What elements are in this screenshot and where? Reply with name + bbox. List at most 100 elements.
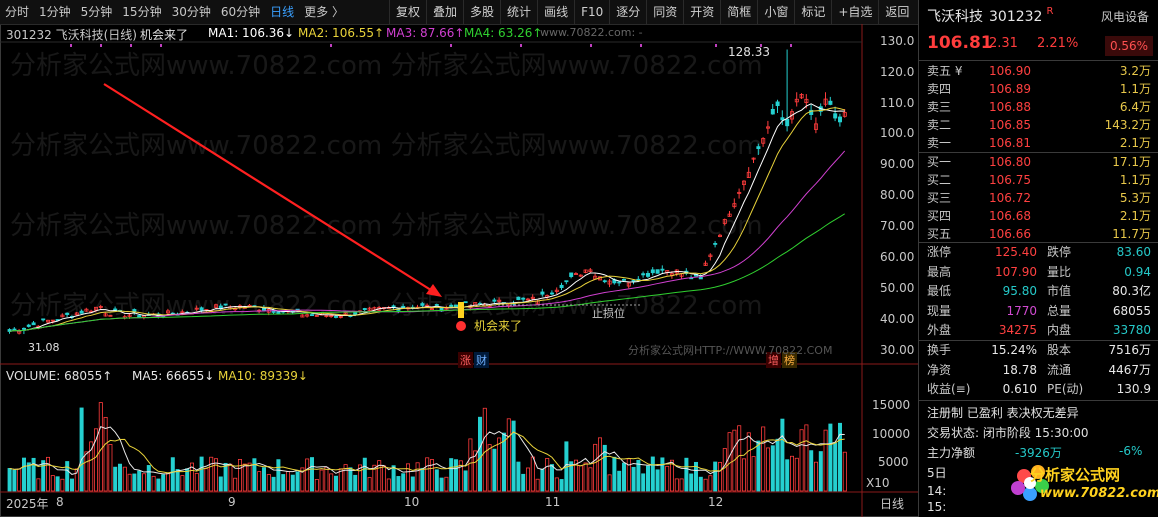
same-capital-button[interactable]: 同资 — [646, 0, 683, 24]
stat-row: 最高 107.90 量比 0.94 — [919, 263, 1158, 282]
tab-period-5min[interactable]: 5分钟 — [80, 5, 113, 19]
volume-axis-10000: 10000 — [872, 427, 911, 441]
volume-bar — [31, 457, 36, 492]
statistics-button[interactable]: 统计 — [500, 0, 537, 24]
tab-period-more[interactable]: 更多 〉 — [304, 5, 344, 19]
day5-label[interactable]: 5日 — [927, 466, 947, 480]
bid-row[interactable]: 买五 106.66 11.7万 — [919, 225, 1158, 243]
volume-bar — [7, 468, 12, 492]
volume-axis-5000: 5000 — [878, 455, 909, 469]
tab-period-1min[interactable]: 1分钟 — [39, 5, 71, 19]
mark-button[interactable]: 标记 — [794, 0, 831, 24]
tick-detail-button[interactable]: 逐分 — [609, 0, 646, 24]
ob-price: 106.89 — [989, 82, 1031, 96]
volume-bar — [545, 458, 550, 492]
candle-body — [300, 314, 305, 318]
candle-body — [367, 307, 372, 311]
stat-label: 量比 — [1047, 264, 1072, 279]
volume-bar — [775, 438, 780, 492]
volume-bar — [170, 457, 175, 492]
period-label-daily[interactable]: 日线 — [880, 497, 905, 511]
bid-row[interactable]: 买一 106.80 17.1万 — [919, 153, 1158, 171]
overlay-button[interactable]: 叠加 — [426, 0, 463, 24]
small-window-button[interactable]: 小窗 — [757, 0, 794, 24]
r-tag: R — [1046, 6, 1054, 17]
back-button[interactable]: 返回 — [878, 0, 915, 24]
volume-bar — [766, 447, 771, 492]
restore-rights-button[interactable]: 复权 — [389, 0, 426, 24]
open-capital-button[interactable]: 开资 — [683, 0, 720, 24]
volume-bar — [842, 451, 847, 492]
bid-row[interactable]: 买四 106.68 2.1万 — [919, 207, 1158, 225]
tab-period-daily[interactable]: 日线 — [270, 5, 295, 19]
volume-bar — [828, 423, 833, 492]
tag-cai[interactable]: 财 — [474, 352, 489, 368]
ask-row[interactable]: 卖四 106.89 1.1万 — [919, 80, 1158, 98]
volume-bar — [189, 462, 194, 492]
main-flow-label: 主力净额 — [927, 446, 976, 460]
add-watchlist-button[interactable]: +自选 — [831, 0, 878, 24]
stat-row: 外盘 34275 内盘 33780 — [919, 321, 1158, 340]
ob-label: 卖一 — [927, 136, 952, 150]
volume-bar — [473, 450, 478, 492]
draw-line-button[interactable]: 画线 — [537, 0, 574, 24]
volume-bar — [511, 420, 516, 492]
volume-bar — [271, 476, 276, 492]
ob-volume: 1.1万 — [1119, 82, 1151, 96]
time-label-2: 15: — [927, 500, 947, 514]
kline-chart-canvas[interactable]: 分析家公式网www.70822.com 分析家公式网www.70822.com 分… — [0, 24, 918, 517]
tab-period-30min[interactable]: 30分钟 — [171, 5, 211, 19]
volume-bar — [141, 473, 146, 492]
volume-bar — [838, 422, 843, 492]
ob-label: 卖五 ¥ — [927, 64, 963, 78]
price-axis-100: 100.0 — [880, 126, 915, 140]
candle-body — [103, 313, 108, 317]
tag-zhang[interactable]: 涨 — [458, 352, 473, 368]
simple-frame-button[interactable]: 简框 — [720, 0, 757, 24]
ob-price: 106.72 — [989, 191, 1031, 205]
ask-row[interactable]: 卖五 ¥ 106.90 3.2万 — [919, 62, 1158, 80]
candle-body — [814, 123, 819, 130]
volume-bar — [689, 473, 694, 492]
ask-row[interactable]: 卖一 106.81 2.1万 — [919, 134, 1158, 152]
date-axis-year: 2025年 — [6, 497, 49, 511]
tab-period-15min[interactable]: 15分钟 — [122, 5, 162, 19]
volume-bar — [646, 465, 651, 492]
tab-period-fenshi[interactable]: 分时 — [5, 5, 30, 19]
price-change-pct: 2.21% — [1037, 36, 1079, 51]
volume-bar — [501, 432, 506, 492]
volume-bar — [694, 461, 699, 492]
date-axis-sep: 9 — [228, 495, 236, 509]
candle-body — [780, 117, 785, 121]
volume-bar — [583, 462, 588, 492]
ask-row[interactable]: 卖三 106.88 6.4万 — [919, 98, 1158, 116]
sector-label[interactable]: 风电设备 — [1101, 10, 1150, 24]
ob-volume: 5.3万 — [1119, 191, 1151, 205]
chart-title: 301232 飞沃科技(日线) — [6, 28, 137, 42]
ask-row[interactable]: 卖二 106.85 143.2万 — [919, 116, 1158, 134]
candle-body — [602, 280, 607, 283]
tag-bang[interactable]: 榜 — [782, 352, 797, 368]
multi-stock-button[interactable]: 多股 — [463, 0, 500, 24]
bid-row[interactable]: 买三 106.72 5.3万 — [919, 189, 1158, 207]
f10-button[interactable]: F10 — [574, 0, 609, 24]
volume-bar — [319, 469, 324, 492]
stat-value: 0.610 — [1002, 382, 1037, 396]
volume-bar — [415, 462, 420, 492]
tab-period-60min[interactable]: 60分钟 — [220, 5, 261, 19]
candle-body — [530, 296, 535, 299]
watermark-text: 分析家公式网www.70822.com 分析家公式网www.70822.com — [10, 211, 763, 241]
watermark-text: 分析家公式网www.70822.com 分析家公式网www.70822.com — [10, 291, 763, 321]
date-axis-oct: 10 — [404, 495, 420, 509]
ob-volume: 17.1万 — [1112, 155, 1151, 169]
marker-dot — [160, 44, 162, 47]
stock-code: 301232 — [989, 9, 1043, 25]
candle-body — [492, 299, 497, 302]
kline-chart[interactable]: 分析家公式网www.70822.com 分析家公式网www.70822.com 分… — [0, 24, 918, 517]
watermark-text: 分析家公式网www.70822.com 分析家公式网www.70822.com — [10, 131, 763, 161]
stat-label: 最高 — [927, 264, 952, 279]
bid-row[interactable]: 买二 106.75 1.1万 — [919, 171, 1158, 189]
tag-zeng[interactable]: 增 — [766, 352, 781, 368]
volume-bar — [329, 473, 334, 492]
main-flow-pct: -6% — [1119, 444, 1143, 458]
